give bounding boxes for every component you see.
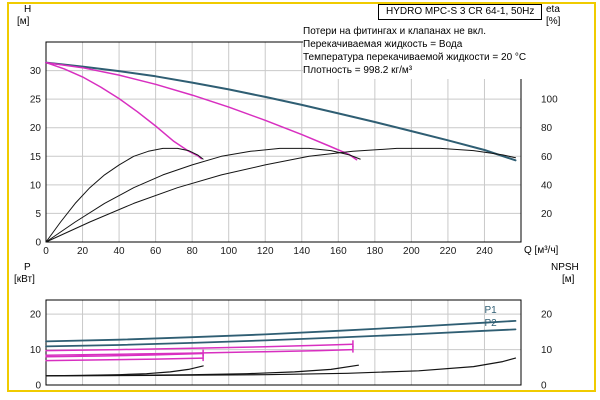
y-left-tick-label: 20 — [30, 310, 42, 321]
y-right-tick-label: 10 — [541, 345, 553, 356]
curve-efficiency-2-pumps — [45, 147, 361, 243]
x-tick-label: 240 — [476, 246, 493, 257]
x-tick-label: 180 — [367, 246, 384, 257]
chart-notes: Потери на фитингах и клапанах не вкл. Пе… — [303, 25, 533, 79]
note-line: Плотность = 998.2 кг/м³ — [303, 65, 413, 76]
x-tick-label: 60 — [150, 246, 162, 257]
chart-title-box: HYDRO MPC-S 3 CR 64-1, 50Hz — [378, 4, 543, 20]
curve-power-p1-1-pump — [45, 352, 204, 358]
npsh-axis-label: NPSH — [551, 262, 579, 273]
y-right-tick-label: 40 — [541, 180, 553, 191]
x-tick-label: 140 — [293, 246, 310, 257]
head-axis-unit: [м] — [17, 16, 30, 27]
note-line: Перекачиваемая жидкость = Вода — [303, 39, 463, 50]
curve-head-curve-1-pump — [45, 61, 203, 160]
eta-axis-unit: [%] — [546, 16, 561, 27]
y-left-tick-label: 15 — [30, 152, 42, 163]
x-tick-label: 20 — [77, 246, 89, 257]
curve-efficiency-1-pump — [45, 147, 204, 243]
y-left-tick-label: 30 — [30, 66, 42, 77]
y-right-tick-label: 60 — [541, 152, 553, 163]
curve-npsh-3-pumps — [45, 357, 517, 377]
x-tick-label: 120 — [257, 246, 274, 257]
note-line: Температура перекачиваемой жидкости = 20… — [303, 52, 527, 63]
power-axis-label: P — [24, 262, 31, 273]
plot-border — [45, 299, 522, 386]
y-right-tick-label: 20 — [541, 209, 553, 220]
x-tick-label: 160 — [330, 246, 347, 257]
curve-power-p2-2-pumps — [45, 348, 354, 357]
y-left-tick-label: 25 — [30, 95, 42, 106]
curve-power-p2-1-pump — [45, 357, 204, 362]
y-left-tick-label: 10 — [30, 345, 42, 356]
note-line: Потери на фитингах и клапанах не вкл. — [303, 26, 486, 37]
x-tick-label: 200 — [403, 246, 420, 257]
y-right-tick-label: 80 — [541, 123, 553, 134]
y-right-tick-label: 100 — [541, 95, 558, 106]
y-left-tick-label: 10 — [30, 180, 42, 191]
y-left-tick-label: 20 — [30, 123, 42, 134]
curve-efficiency-3-pumps — [45, 147, 516, 243]
x-tick-label: 100 — [220, 246, 237, 257]
curve-head-curve-2-pumps — [45, 61, 358, 161]
npsh-axis-unit: [м] — [562, 274, 575, 285]
head-axis-label: H — [24, 4, 32, 15]
y-left-tick-label: 0 — [35, 238, 41, 249]
curve-power-p1-3-pumps — [45, 319, 517, 343]
x-tick-label: 40 — [114, 246, 126, 257]
x-tick-label: 220 — [440, 246, 457, 257]
plot-border — [45, 41, 522, 243]
y-right-tick-label: 20 — [541, 310, 553, 321]
curve-head-curve-3-pumps — [45, 61, 517, 162]
x-tick-label: 80 — [187, 246, 199, 257]
y-left-tick-label: 5 — [35, 209, 41, 220]
y-left-tick-label: 0 — [35, 381, 41, 392]
x-tick-label: 0 — [43, 246, 49, 257]
curve-annotation: P2 — [484, 318, 497, 329]
curve-annotation: P1 — [484, 305, 497, 316]
y-right-tick-label: 0 — [541, 381, 547, 392]
flow-axis-label: Q [м³/ч] — [524, 245, 559, 256]
power-axis-unit: [кВт] — [14, 274, 35, 285]
curve-power-p1-2-pumps — [45, 343, 354, 352]
curve-power-p2-3-pumps — [45, 328, 517, 348]
eta-axis-label: eta — [546, 4, 560, 15]
